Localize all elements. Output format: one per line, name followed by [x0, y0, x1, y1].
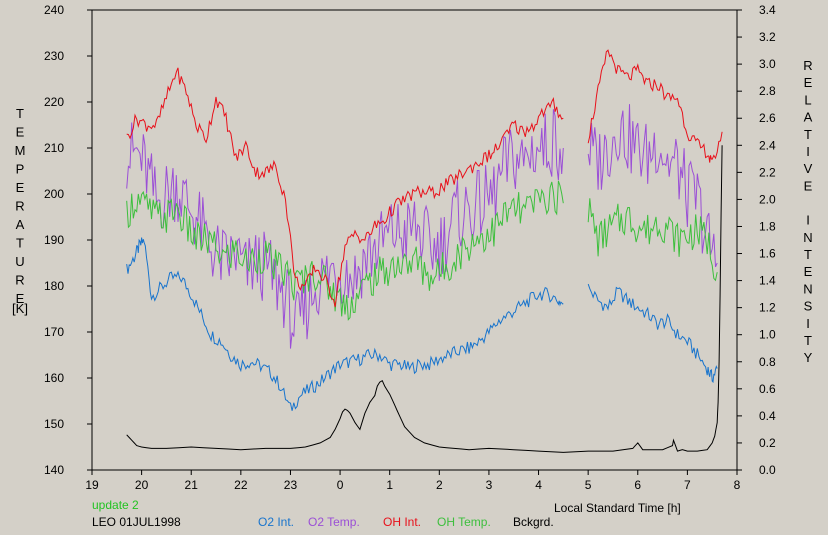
y-left-title-letter: E: [16, 291, 25, 306]
y-left-unit: [K]: [12, 301, 28, 316]
y-right-tick-label: 1.4: [759, 274, 776, 288]
y-left-title-letter: E: [16, 180, 25, 195]
y-left-tick-label: 180: [44, 279, 64, 293]
y-left-tick-label: 240: [44, 3, 64, 17]
y-right-tick-label: 0.8: [759, 355, 776, 369]
y-right-tick-label: 0.4: [759, 409, 776, 423]
x-tick-label: 0: [337, 478, 344, 492]
y-left-title-letter: M: [15, 143, 26, 158]
legend-oh-int: OH Int.: [383, 515, 422, 529]
y-left-tick-label: 140: [44, 463, 64, 477]
y-right-tick-label: 0.6: [759, 382, 776, 396]
y-right-tick-label: 2.8: [759, 84, 776, 98]
y-right-tick-label: 3.2: [759, 30, 776, 44]
y-right-tick-label: 1.2: [759, 301, 776, 315]
y-left-tick-label: 150: [44, 417, 64, 431]
y-right-tick-label: 1.8: [759, 219, 776, 233]
y-right-title-letter: T: [804, 247, 812, 262]
y-left-title-letter: U: [15, 254, 24, 269]
y-left-title-letter: P: [16, 162, 25, 177]
x-tick-label: 8: [734, 478, 741, 492]
y-right-tick-label: 0.2: [759, 436, 776, 450]
station-date-label: LEO 01JUL1998: [92, 515, 181, 529]
x-tick-label: 5: [585, 478, 592, 492]
axes-layer: 19 20 21 22 23 0 1 2 3 4 5 6 7 8140150160170180190200…: [44, 3, 776, 492]
y-left-tick-label: 190: [44, 233, 64, 247]
update-label: update 2: [92, 498, 139, 512]
series-line-bckgrd: [126, 145, 723, 453]
y-right-title-letter: E: [804, 264, 813, 279]
legend-o2-int: O2 Int.: [258, 515, 295, 529]
y-right-title-letter: I: [806, 144, 810, 159]
y-right-title-letter: S: [804, 299, 813, 314]
series-line-o2-temp: [126, 109, 564, 349]
y-right-tick-label: 2.4: [759, 138, 776, 152]
x-tick-label: 21: [185, 478, 199, 492]
x-axis-title: Local Standard Time [h]: [554, 501, 681, 515]
series-line-o2-temp: [587, 104, 718, 268]
legend-oh-temp: OH Temp.: [437, 515, 491, 529]
x-tick-label: 7: [684, 478, 691, 492]
x-tick-label: 1: [386, 478, 393, 492]
x-tick-label: 6: [634, 478, 641, 492]
y-right-tick-label: 3.4: [759, 3, 776, 17]
y-left-title-letter: A: [16, 217, 25, 232]
y-right-tick-label: 2.6: [759, 111, 776, 125]
y-right-title-letter: N: [803, 230, 812, 245]
y-left-title-letter: E: [16, 125, 25, 140]
y-right-title-letter: N: [803, 281, 812, 296]
y-right-tick-label: 2.0: [759, 192, 776, 206]
y-right-tick-label: 0.0: [759, 463, 776, 477]
series-layer: [126, 49, 723, 453]
y-left-tick-label: 170: [44, 325, 64, 339]
y-left-title-letter: T: [16, 106, 24, 121]
series-line-oh-int: [126, 67, 564, 308]
legend-bckgrd: Bckgrd.: [513, 515, 554, 529]
y-right-tick-label: 2.2: [759, 165, 776, 179]
y-left-tick-label: 210: [44, 141, 64, 155]
series-line-oh-temp: [587, 198, 718, 282]
x-tick-label: 3: [486, 478, 493, 492]
series-line-o2-int: [126, 237, 564, 411]
y-left-tick-label: 220: [44, 95, 64, 109]
y-right-tick-label: 3.0: [759, 57, 776, 71]
y-right-tick-label: 1.6: [759, 247, 776, 261]
y-right-title-letter: A: [804, 110, 813, 125]
y-left-title-letter: R: [15, 199, 24, 214]
y-right-title-letter: E: [804, 75, 813, 90]
x-tick-label: 2: [436, 478, 443, 492]
legend-o2-temp: O2 Temp.: [308, 515, 360, 529]
x-tick-label: 20: [135, 478, 149, 492]
y-left-tick-label: 160: [44, 371, 64, 385]
y-right-title-letter: T: [804, 333, 812, 348]
x-tick-label: 23: [284, 478, 298, 492]
y-left-title-letter: R: [15, 273, 24, 288]
x-tick-label: 19: [85, 478, 99, 492]
y-right-title-letter: T: [804, 127, 812, 142]
y-left-tick-label: 230: [44, 49, 64, 63]
y-left-tick-label: 200: [44, 187, 64, 201]
y-right-title-letter: R: [803, 58, 812, 73]
series-line-oh-temp: [126, 180, 564, 321]
y-right-title-letter: Y: [804, 350, 813, 365]
y-right-title-letter: L: [804, 92, 811, 107]
series-line-oh-int: [587, 49, 723, 163]
y-right-title-letter: E: [804, 178, 813, 193]
x-tick-label: 22: [234, 478, 248, 492]
y-right-tick-label: 1.0: [759, 328, 776, 342]
x-tick-label: 4: [535, 478, 542, 492]
y-left-title-letter: T: [16, 236, 24, 251]
y-right-title-letter: I: [806, 316, 810, 331]
y-right-title-letter: I: [806, 213, 810, 228]
y-right-title-letter: V: [804, 161, 813, 176]
series-line-o2-int: [587, 283, 718, 384]
